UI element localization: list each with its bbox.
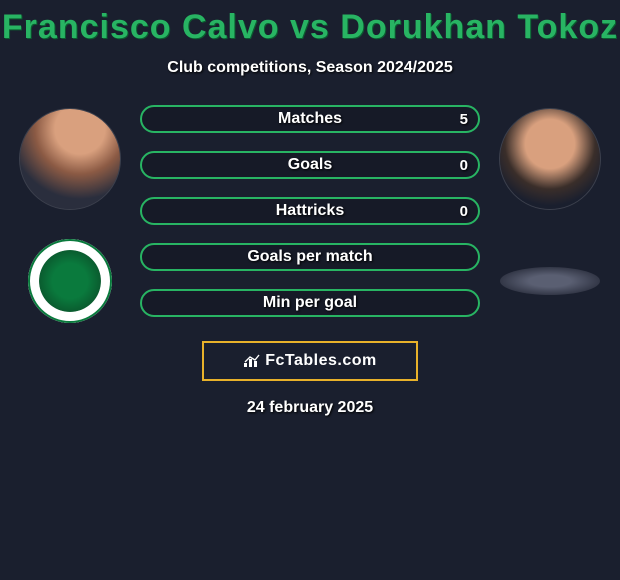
player-right-avatar [500, 109, 600, 209]
subtitle: Club competitions, Season 2024/2025 [0, 59, 620, 77]
stat-label: Min per goal [263, 294, 357, 312]
player-right-column [490, 105, 610, 295]
avatar-placeholder [20, 109, 120, 209]
stat-value-right: 5 [460, 111, 468, 128]
stat-bar-mpg: Min per goal [140, 289, 480, 317]
badge-icon [39, 250, 101, 312]
stat-label: Goals per match [247, 248, 372, 266]
attribution-box: FcTables.com [202, 341, 418, 381]
attribution-text: FcTables.com [265, 352, 377, 370]
comparison-row: Matches 5 Goals 0 Hattricks 0 Goals per … [0, 105, 620, 317]
player-left-column [10, 105, 130, 323]
stat-bar-gpm: Goals per match [140, 243, 480, 271]
page-title: Francisco Calvo vs Dorukhan Tokoz [0, 8, 620, 47]
comparison-container: Francisco Calvo vs Dorukhan Tokoz Club c… [0, 0, 620, 417]
date-text: 24 february 2025 [0, 399, 620, 417]
stat-label: Hattricks [276, 202, 344, 220]
stat-value-right: 0 [460, 157, 468, 174]
chart-icon [243, 354, 261, 368]
stat-label: Goals [288, 156, 332, 174]
avatar-placeholder [500, 109, 600, 209]
stats-list: Matches 5 Goals 0 Hattricks 0 Goals per … [140, 105, 480, 317]
stat-label: Matches [278, 110, 342, 128]
stat-bar-goals: Goals 0 [140, 151, 480, 179]
stat-bar-hattricks: Hattricks 0 [140, 197, 480, 225]
stat-value-right: 0 [460, 203, 468, 220]
club-left-badge [28, 239, 112, 323]
stat-bar-matches: Matches 5 [140, 105, 480, 133]
player-left-avatar [20, 109, 120, 209]
club-right-badge [500, 267, 600, 295]
